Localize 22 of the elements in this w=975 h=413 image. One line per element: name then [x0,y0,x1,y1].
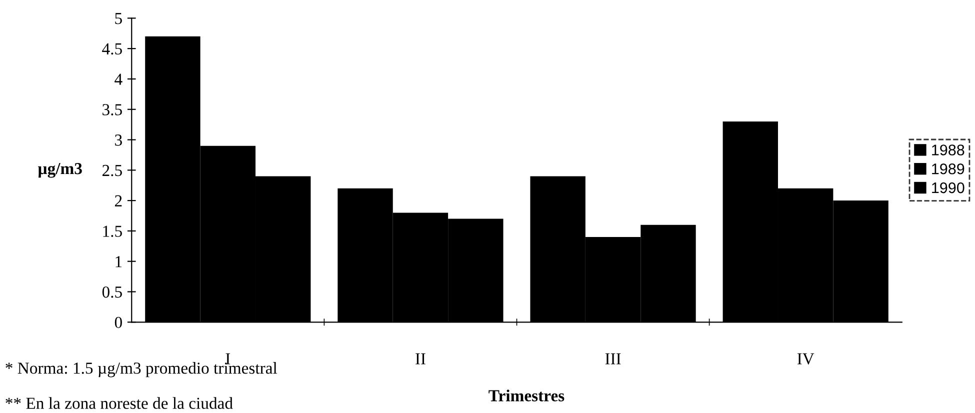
y-tick-label: 0.5 [102,286,122,298]
text: ** En la zona noreste de la ciudad [6,397,233,409]
text: * Norma: 1.5 µg/m3 promedio trimestral [6,362,278,378]
y-tick-label: 1 [116,256,122,268]
y-axis-title: µg/m3 [38,162,82,178]
y-tick-label: 0 [114,316,122,328]
legend-label: 1990 [932,182,964,194]
x-tick-label: IV [797,353,814,365]
x-tick-label: I [226,353,230,364]
y-tick-label: 2.5 [102,164,122,176]
y-tick-label: 4.5 [102,43,122,55]
x-tick-label: II [416,353,426,364]
y-tick-label: 2 [114,195,122,206]
y-tick-label: 1.5 [103,226,122,237]
legend-label: 1988 [932,144,964,156]
x-axis-title: Trimestres [488,390,564,402]
y-tick-label: 5 [115,13,122,24]
x-tick-label: III [605,353,621,364]
y-tick-label: 3 [115,134,122,146]
legend-label: 1989 [932,163,964,174]
y-tick-label: 3.5 [102,104,122,116]
y-tick-label: 4 [114,74,122,85]
